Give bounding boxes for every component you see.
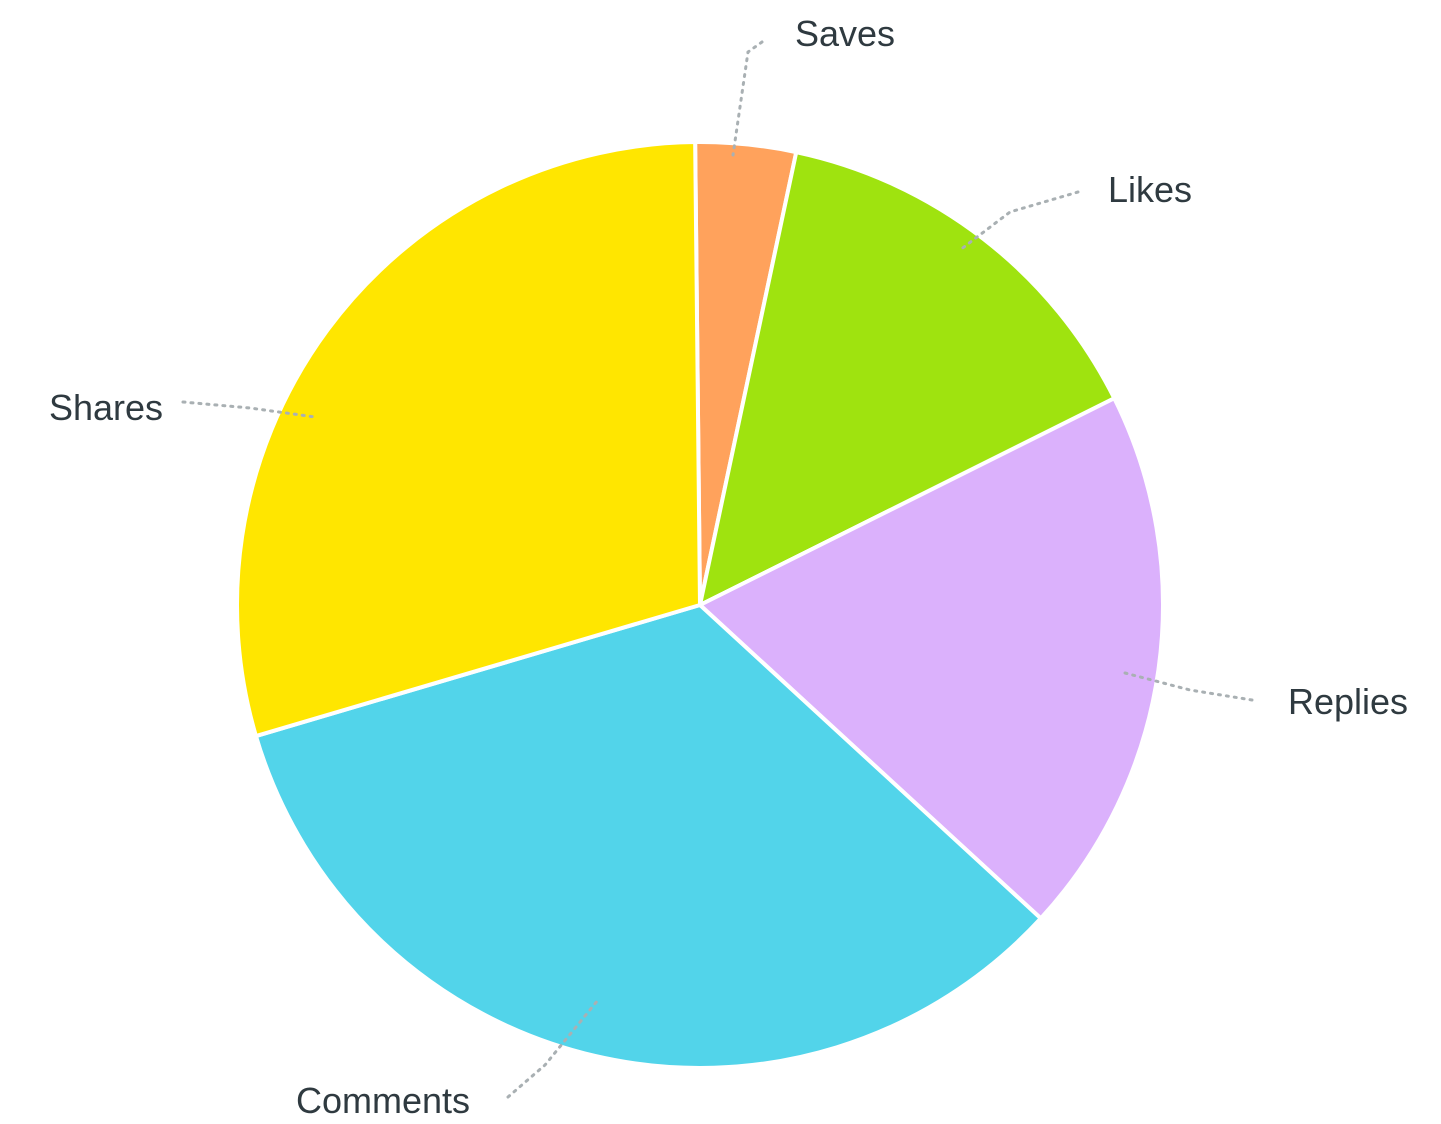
slice-label-replies: Replies bbox=[1288, 681, 1408, 722]
leader-lines-layer bbox=[181, 40, 1254, 1099]
leader-line-saves bbox=[731, 40, 764, 157]
slice-label-likes: Likes bbox=[1108, 169, 1192, 210]
leader-line-comments bbox=[506, 998, 600, 1099]
leader-line-likes bbox=[958, 190, 1080, 252]
slice-label-shares: Shares bbox=[49, 387, 163, 428]
slices-layer bbox=[235, 140, 1165, 1070]
slice-label-comments: Comments bbox=[296, 1080, 470, 1121]
slice-comments bbox=[253, 603, 1043, 1070]
labels-layer: Saves Likes Replies Comments Shares bbox=[49, 13, 1408, 1121]
slice-label-saves: Saves bbox=[795, 13, 895, 54]
slice-replies bbox=[698, 396, 1165, 921]
leader-line-replies bbox=[1123, 671, 1254, 702]
leader-line-shares bbox=[181, 400, 317, 419]
slice-likes bbox=[698, 150, 1117, 607]
slice-shares bbox=[235, 140, 702, 739]
